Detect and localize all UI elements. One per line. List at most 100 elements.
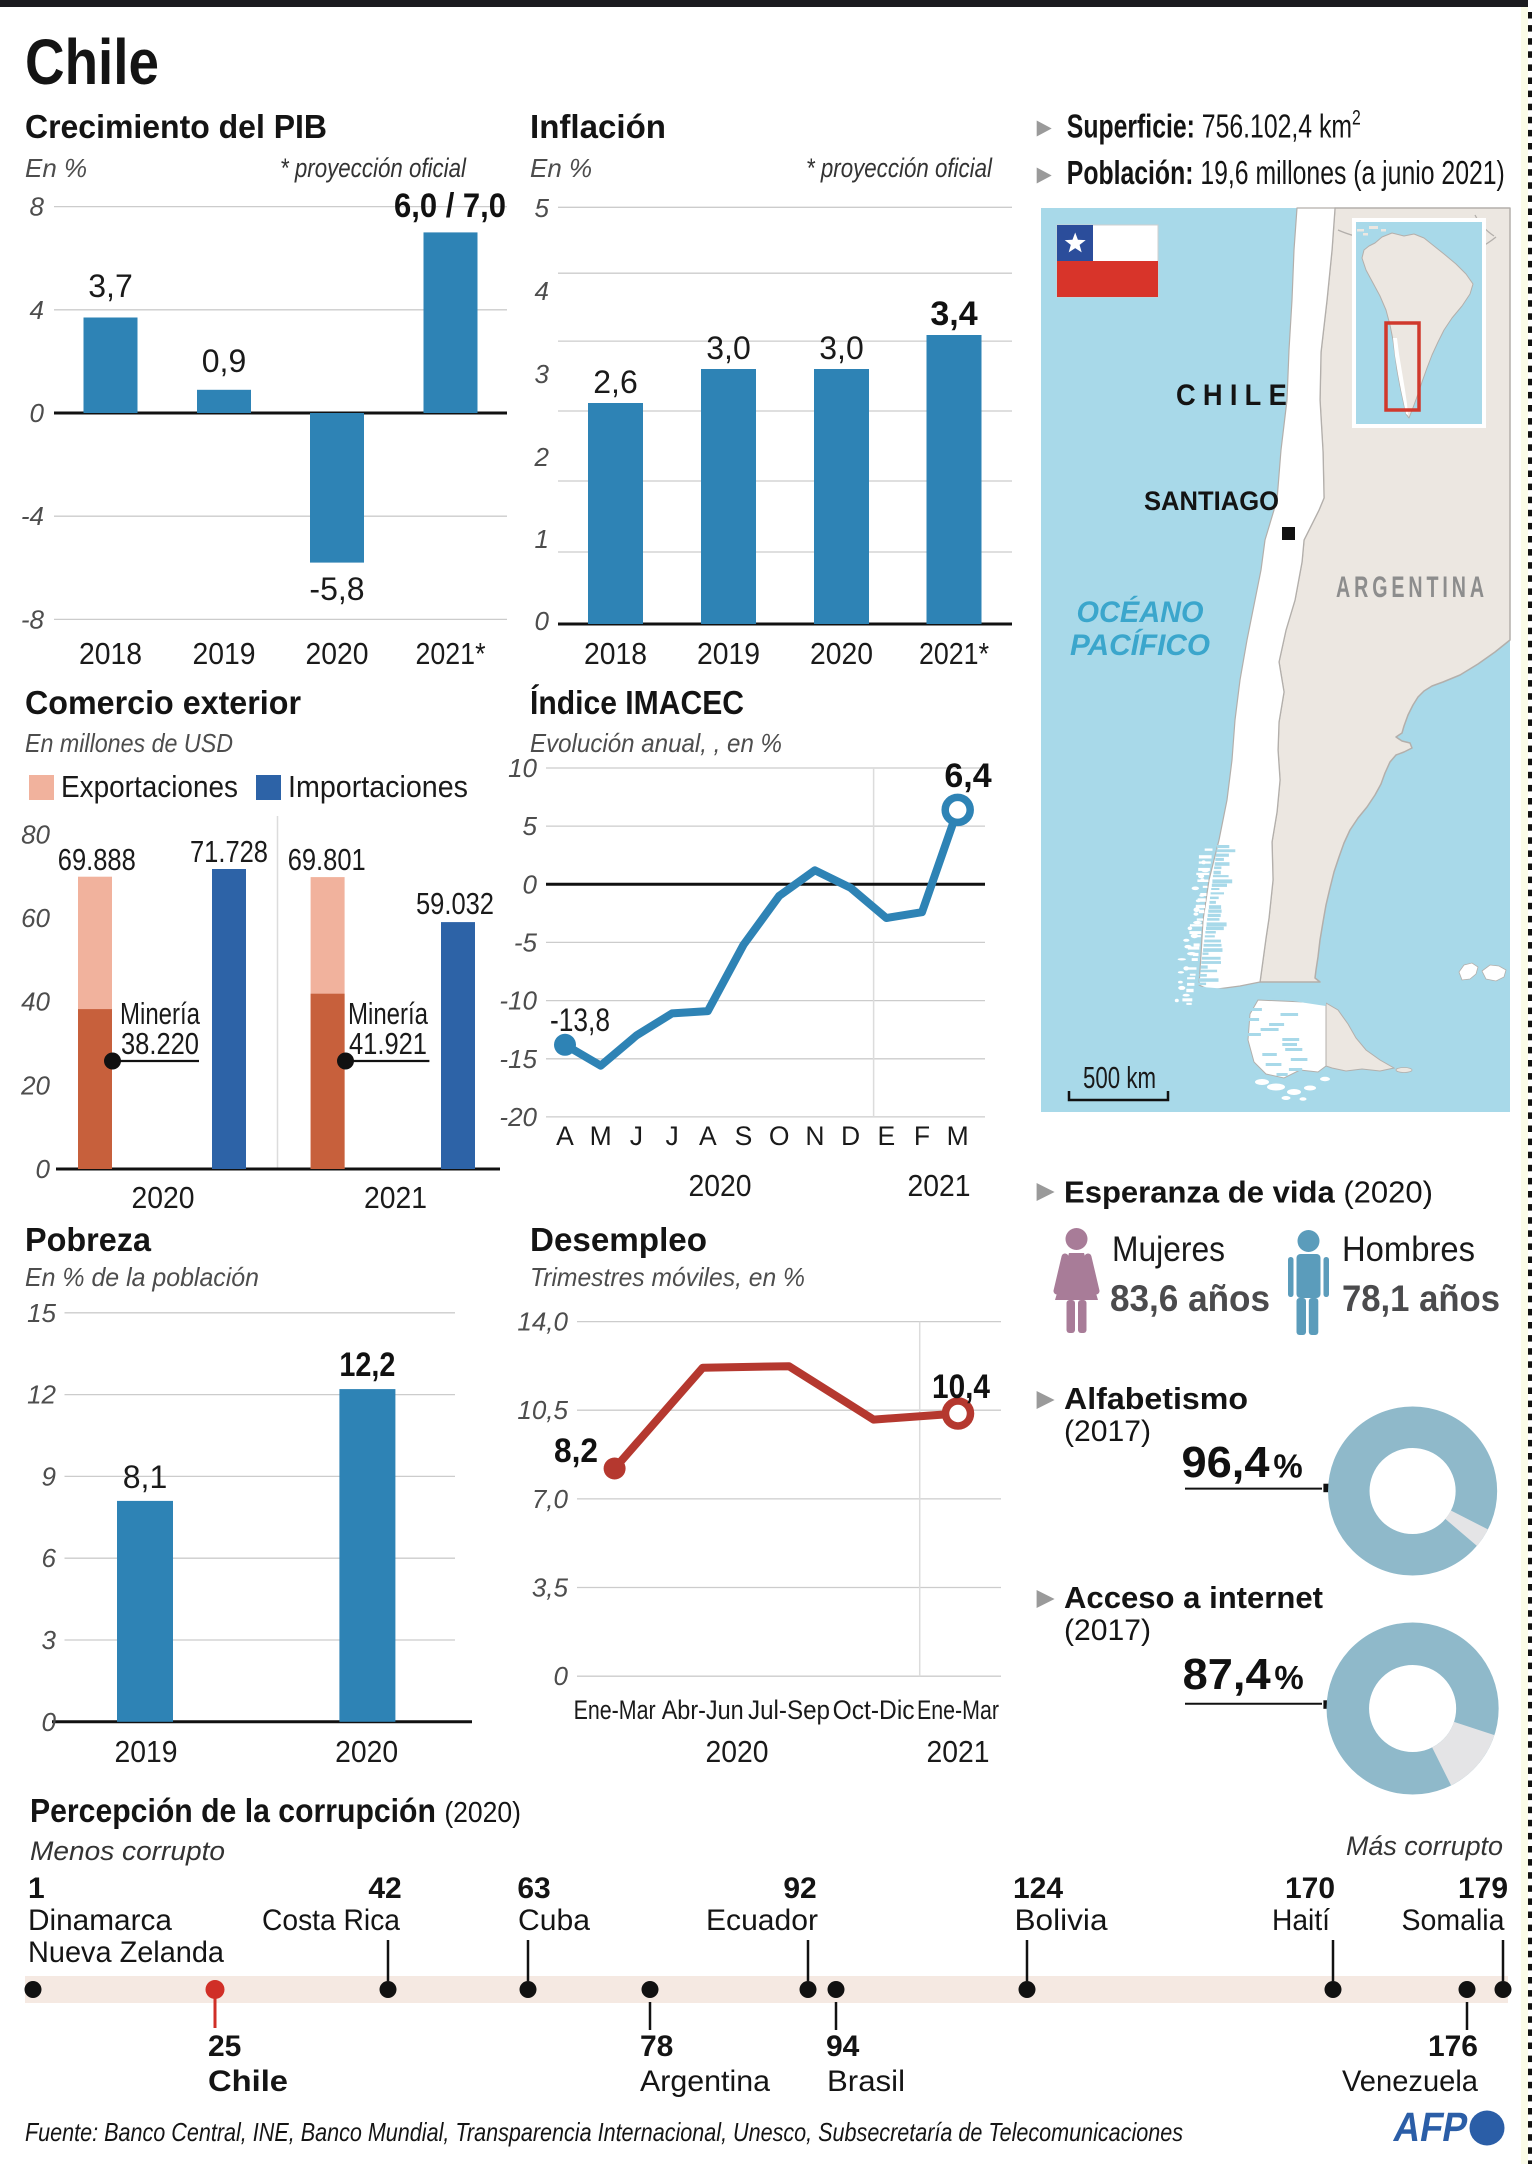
- svg-text:8: 8: [30, 192, 45, 222]
- svg-text:Ecuador: Ecuador: [706, 1904, 818, 1937]
- svg-text:Bolivia: Bolivia: [1015, 1904, 1108, 1937]
- svg-text:2020: 2020: [689, 1168, 752, 1203]
- svg-text:3,7: 3,7: [88, 268, 132, 304]
- svg-text:2020: 2020: [306, 636, 369, 671]
- svg-text:0: 0: [30, 398, 45, 428]
- svg-text:14,0: 14,0: [517, 1307, 568, 1337]
- svg-text:3,0: 3,0: [706, 330, 750, 366]
- svg-text:En millones de USD: En millones de USD: [25, 728, 233, 758]
- svg-text:(2017): (2017): [1064, 1415, 1151, 1448]
- svg-text:En %: En %: [25, 153, 87, 183]
- svg-text:80: 80: [21, 819, 50, 849]
- svg-text:Nueva Zelanda: Nueva Zelanda: [28, 1936, 224, 1969]
- svg-text:59.032: 59.032: [416, 886, 494, 921]
- svg-text:2019: 2019: [115, 1734, 178, 1769]
- svg-text:-20: -20: [499, 1102, 537, 1132]
- svg-text:Abr-Jun: Abr-Jun: [662, 1695, 744, 1725]
- svg-text:* proyección oficial: * proyección oficial: [806, 153, 993, 183]
- svg-text:Argentina: Argentina: [640, 2065, 770, 2098]
- svg-text:2019: 2019: [697, 636, 760, 671]
- svg-text:En %: En %: [530, 153, 592, 183]
- svg-text:Dinamarca: Dinamarca: [28, 1904, 172, 1937]
- svg-text:Mujeres: Mujeres: [1112, 1230, 1225, 1269]
- svg-text:Percepción de la corrupción (2: Percepción de la corrupción (2020): [30, 1792, 521, 1829]
- svg-text:-4: -4: [21, 501, 44, 531]
- svg-text:3,0: 3,0: [819, 330, 863, 366]
- svg-text:179: 179: [1458, 1872, 1508, 1905]
- svg-text:D: D: [841, 1121, 860, 1151]
- svg-text:69.801: 69.801: [288, 842, 366, 877]
- svg-text:40: 40: [21, 987, 50, 1017]
- svg-text:Hombres: Hombres: [1342, 1230, 1475, 1269]
- svg-text:Haití: Haití: [1272, 1904, 1331, 1937]
- svg-text:SANTIAGO: SANTIAGO: [1144, 486, 1279, 516]
- svg-text:Pobreza: Pobreza: [25, 1221, 152, 1258]
- svg-text:Minería: Minería: [120, 996, 201, 1031]
- svg-text:83,6 años: 83,6 años: [1110, 1278, 1270, 1319]
- svg-text:3: 3: [42, 1625, 57, 1655]
- svg-text:0: 0: [535, 606, 550, 636]
- svg-text:10: 10: [508, 753, 537, 783]
- svg-text:Exportaciones: Exportaciones: [61, 769, 238, 804]
- svg-text:78,1 años: 78,1 años: [1342, 1278, 1500, 1319]
- svg-text:78: 78: [640, 2030, 673, 2063]
- svg-text:Crecimiento del PIB: Crecimiento del PIB: [25, 108, 327, 145]
- svg-text:%: %: [1274, 1659, 1303, 1696]
- svg-text:1: 1: [28, 1872, 45, 1905]
- svg-text:Jul-Sep: Jul-Sep: [748, 1695, 830, 1725]
- svg-text:Evolución anual, , en %: Evolución anual, , en %: [530, 728, 782, 758]
- svg-text:4: 4: [30, 295, 44, 325]
- svg-text:25: 25: [208, 2030, 241, 2063]
- svg-text:2021*: 2021*: [416, 636, 486, 671]
- svg-text:10,4: 10,4: [932, 1368, 990, 1406]
- svg-text:2018: 2018: [584, 636, 647, 671]
- svg-text:4: 4: [535, 276, 549, 306]
- svg-text:2019: 2019: [193, 636, 256, 671]
- svg-text:%: %: [1273, 1448, 1302, 1485]
- svg-text:A: A: [699, 1121, 717, 1151]
- svg-text:Minería: Minería: [348, 996, 429, 1031]
- svg-text:87,4: 87,4: [1183, 1650, 1272, 1699]
- svg-text:A: A: [556, 1121, 574, 1151]
- svg-text:10,5: 10,5: [517, 1395, 568, 1425]
- svg-text:Costa Rica: Costa Rica: [262, 1904, 400, 1937]
- svg-text:F: F: [914, 1121, 930, 1151]
- svg-text:* proyección oficial: * proyección oficial: [280, 153, 467, 183]
- svg-text:2020: 2020: [810, 636, 873, 671]
- svg-text:Desempleo: Desempleo: [530, 1221, 707, 1258]
- svg-text:Superficie: 756.102,4 km2: Superficie: 756.102,4 km2: [1067, 107, 1361, 145]
- svg-text:Índice IMACEC: Índice IMACEC: [530, 684, 744, 721]
- svg-text:Chile: Chile: [208, 2065, 288, 2098]
- svg-text:2021: 2021: [364, 1180, 427, 1215]
- svg-text:71.728: 71.728: [190, 834, 268, 869]
- svg-text:(2017): (2017): [1064, 1614, 1151, 1647]
- svg-text:2021*: 2021*: [919, 636, 989, 671]
- svg-text:8,2: 8,2: [554, 1432, 598, 1470]
- svg-text:5: 5: [523, 811, 538, 841]
- svg-text:92: 92: [783, 1872, 816, 1905]
- svg-text:Acceso a internet: Acceso a internet: [1064, 1580, 1323, 1615]
- svg-text:Esperanza de vida (2020): Esperanza de vida (2020): [1064, 1175, 1433, 1210]
- svg-text:5: 5: [535, 193, 550, 223]
- svg-text:15: 15: [27, 1298, 56, 1328]
- svg-text:ARGENTINA: ARGENTINA: [1336, 571, 1488, 604]
- svg-text:OCÉANO: OCÉANO: [1077, 595, 1204, 629]
- svg-text:12,2: 12,2: [339, 1346, 395, 1384]
- svg-text:-5: -5: [514, 927, 538, 957]
- svg-text:Fuente: Banco Central, INE, Ba: Fuente: Banco Central, INE, Banco Mundia…: [25, 2117, 1183, 2147]
- svg-text:38.220: 38.220: [121, 1026, 199, 1061]
- svg-text:20: 20: [20, 1070, 50, 1100]
- svg-text:Oct-Dic: Oct-Dic: [833, 1695, 915, 1725]
- svg-text:Brasil: Brasil: [827, 2065, 905, 2098]
- svg-text:J: J: [665, 1121, 678, 1151]
- svg-text:Ene-Mar: Ene-Mar: [574, 1695, 656, 1725]
- svg-text:69.888: 69.888: [58, 842, 136, 877]
- svg-text:E: E: [877, 1121, 895, 1151]
- svg-text:1: 1: [535, 524, 549, 554]
- svg-text:12: 12: [27, 1380, 56, 1410]
- svg-text:124: 124: [1013, 1872, 1063, 1905]
- svg-text:8,1: 8,1: [123, 1459, 167, 1495]
- svg-text:Población: 19,6 millones (a ju: Población: 19,6 millones (a junio 2021): [1067, 154, 1505, 191]
- svg-text:9: 9: [42, 1461, 56, 1491]
- svg-text:Venezuela: Venezuela: [1342, 2065, 1478, 2098]
